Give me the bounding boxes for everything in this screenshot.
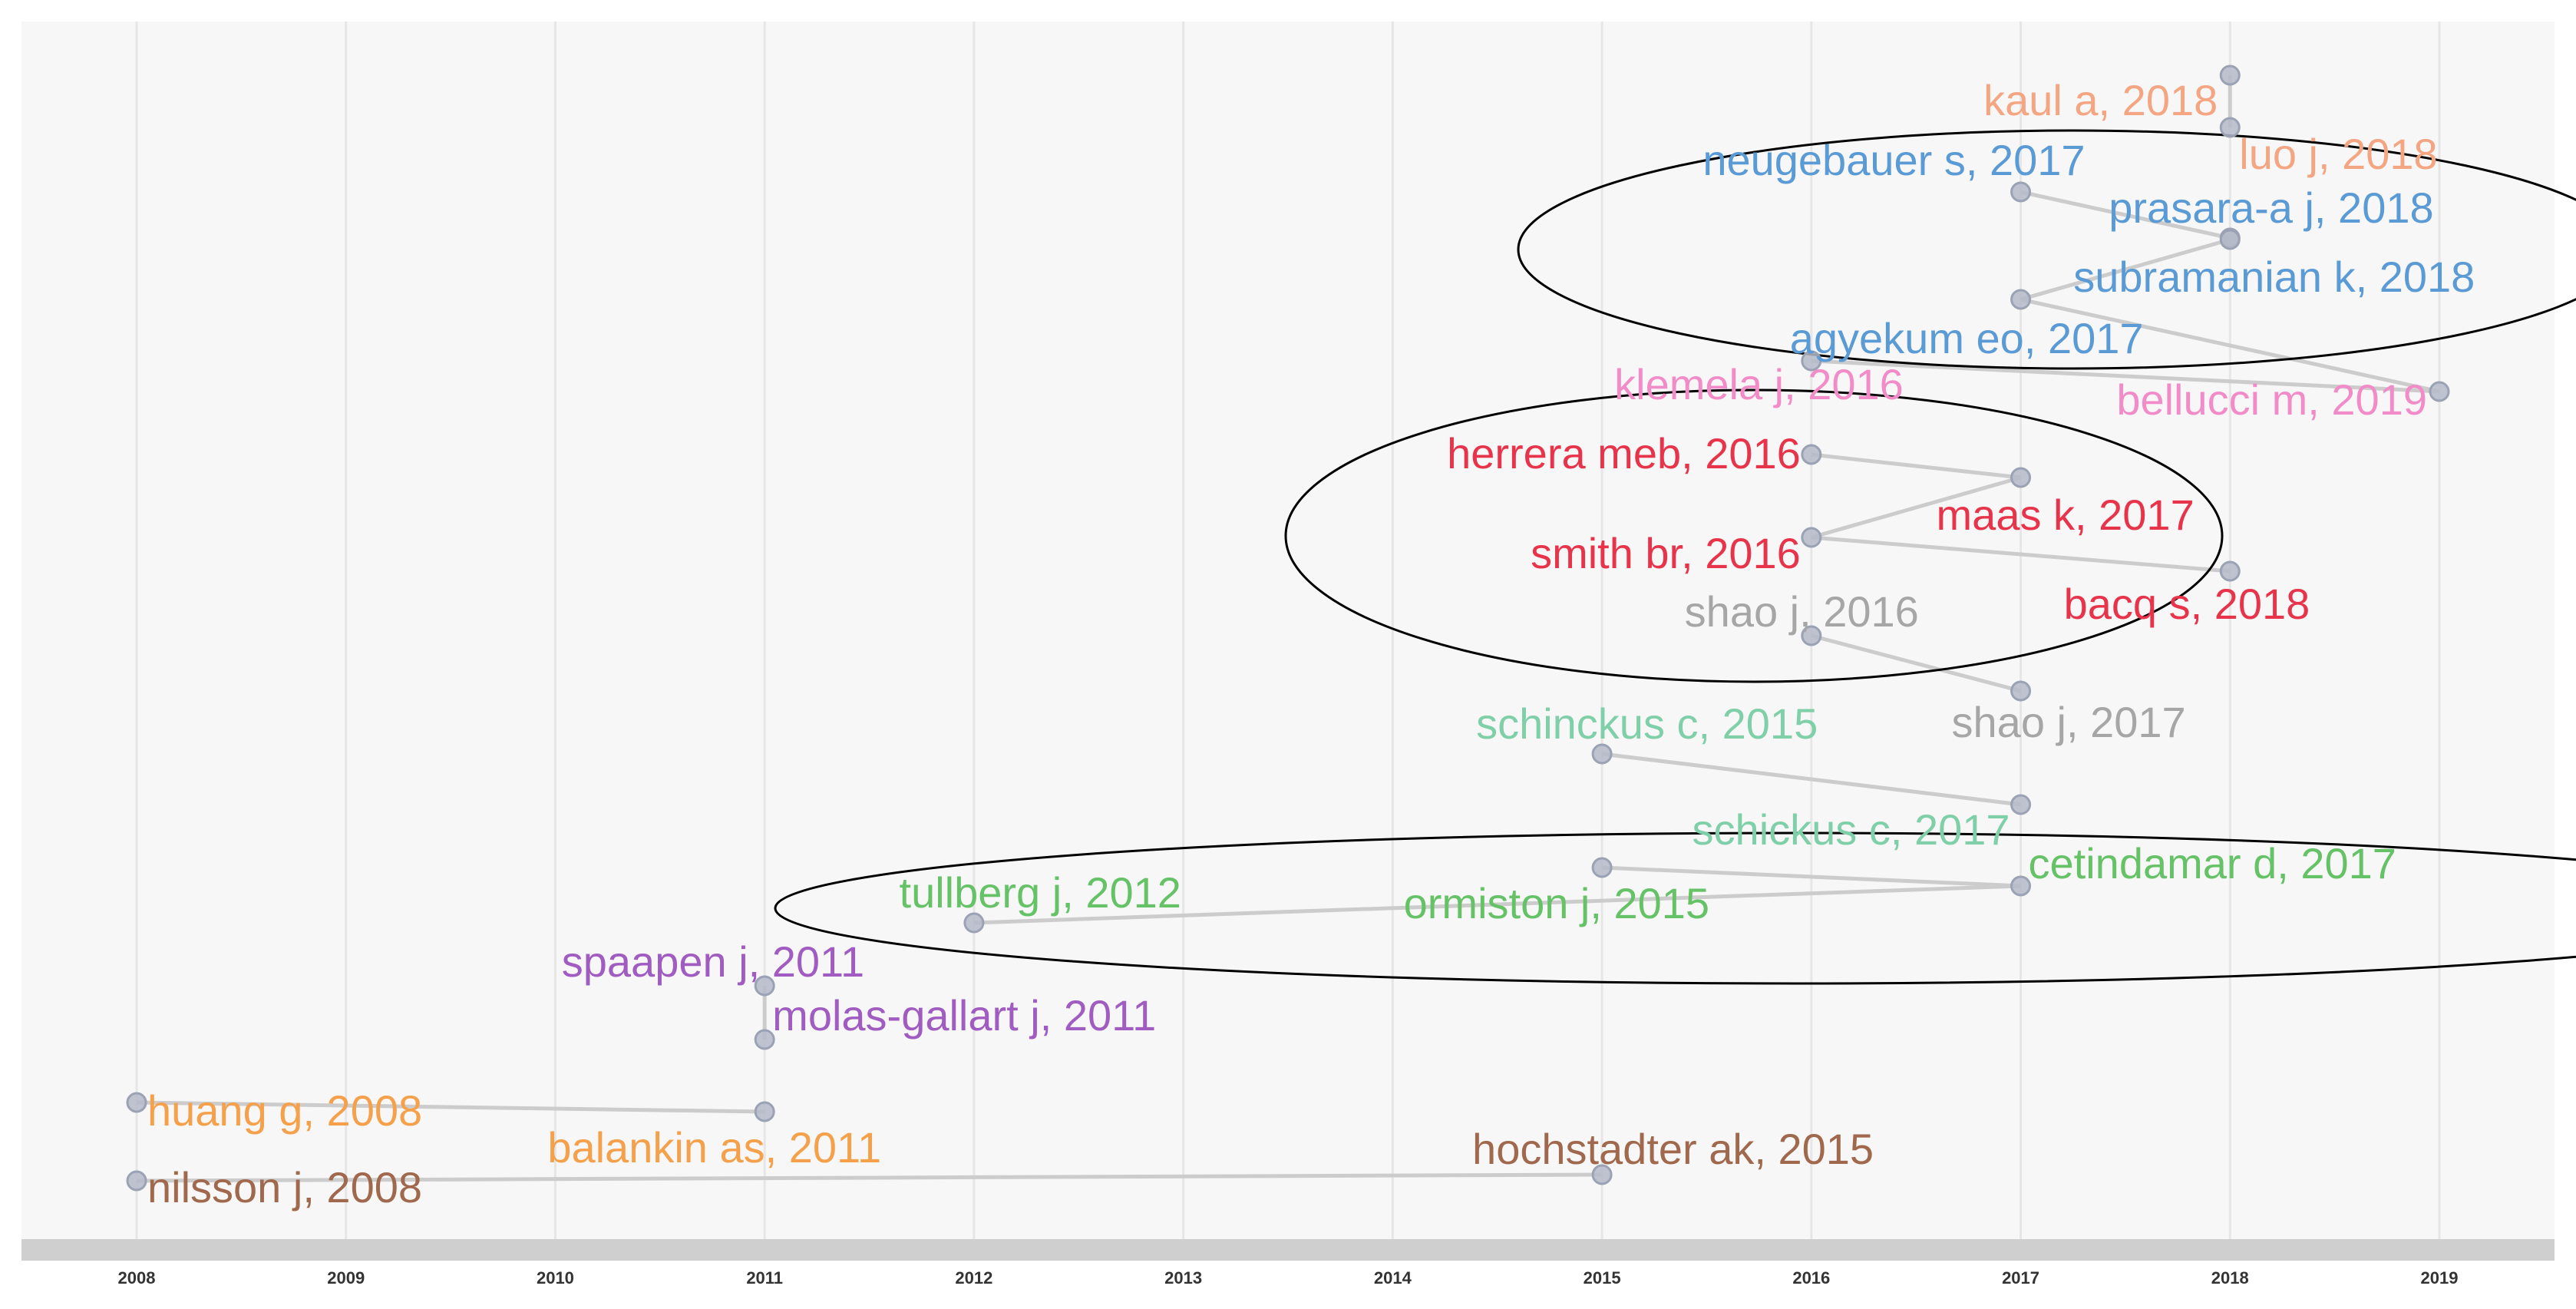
label-shao-j-2016: shao j, 2016 — [1685, 587, 1919, 636]
label-ormiston-j-2015: ormiston j, 2015 — [1404, 879, 1709, 927]
label-herrera-meb-2016: herrera meb, 2016 — [1447, 429, 1801, 478]
x-tick-label-2011: 2011 — [746, 1268, 783, 1288]
highlight-ellipses — [774, 129, 2576, 985]
x-tick-label-2008: 2008 — [118, 1268, 156, 1288]
paper-labels: kaul a, 2018 luo j, 2018 neugebauer s, 201… — [147, 76, 2475, 1211]
edge-huang-g-2008-to-balankin-as-2011 — [136, 1100, 765, 1114]
node-schickus-c-2017[interactable] — [2010, 794, 2032, 815]
edge-herrera-meb-2016-to-maas-k-2017 — [1811, 452, 2021, 480]
node-cetindamar-d-2017[interactable] — [2010, 875, 2032, 897]
node-nilsson-j-2008[interactable] — [126, 1170, 147, 1192]
node-agyekum-eo-2017[interactable] — [2010, 289, 2032, 310]
label-schickus-c-2017: schickus c, 2017 — [1693, 805, 2010, 854]
label-tullberg-j-2012: tullberg j, 2012 — [900, 868, 1181, 917]
x-tick-label-2009: 2009 — [327, 1268, 365, 1288]
label-cetindamar-d-2017: cetindamar d, 2017 — [2029, 839, 2396, 888]
label-prasara-a-j-2018: prasara-a j, 2018 — [2109, 183, 2433, 232]
highlight-ellipse-3 — [774, 831, 2576, 985]
label-bacq-s-2018: bacq s, 2018 — [2064, 580, 2310, 628]
node-ormiston-j-2015[interactable] — [1591, 857, 1613, 878]
node-molas-gallart-j-2011[interactable] — [754, 1029, 775, 1050]
node-bellucci-m-2019[interactable] — [2429, 381, 2450, 402]
edge-shao-j-2016-to-shao-j-2017 — [1811, 633, 2022, 693]
node-kaul-a-2018[interactable] — [2219, 64, 2241, 86]
node-herrera-meb-2016[interactable] — [1801, 444, 1822, 465]
edge-smith-br-2016-to-bacq-s-2018 — [1811, 535, 2231, 574]
x-axis-ticks: 2008 2009 2010 2011 2012 2013 2014 2015 2016 2017… — [118, 1268, 2459, 1288]
edge-agyekum-eo-2017-to-bellucci-m-2019 — [2020, 297, 2440, 394]
node-hochstadter-ak-2015[interactable] — [1591, 1164, 1613, 1185]
x-tick-label-2014: 2014 — [1374, 1268, 1412, 1288]
label-maas-k-2017: maas k, 2017 — [1937, 491, 2195, 539]
node-smith-br-2016[interactable] — [1801, 527, 1822, 548]
grid-lines — [135, 21, 2441, 1239]
citation-edges — [136, 75, 2440, 1183]
node-shao-j-2016[interactable] — [1801, 625, 1822, 646]
edge-schinckus-c-2015-to-schickus-c-2017 — [1601, 752, 2021, 807]
paper-nodes — [126, 64, 2450, 1192]
label-neugebauer-s-2017: neugebauer s, 2017 — [1702, 136, 2085, 184]
node-schinckus-c-2015[interactable] — [1591, 743, 1613, 765]
x-tick-label-2017: 2017 — [2002, 1268, 2039, 1288]
node-neugebauer-s-2017[interactable] — [2010, 181, 2032, 203]
highlight-ellipse-1 — [1517, 129, 2576, 370]
node-luo-j-2018[interactable] — [2219, 117, 2241, 138]
label-spaapen-j-2011: spaapen j, 2011 — [562, 937, 864, 986]
x-tick-label-2015: 2015 — [1584, 1268, 1621, 1288]
label-schinckus-c-2015: schinckus c, 2015 — [1476, 699, 1818, 748]
edge-nilsson-j-2008-to-hochstadter-ak-2015 — [136, 1172, 1603, 1183]
x-tick-label-2012: 2012 — [955, 1268, 992, 1288]
edge-ormiston-j-2015-to-cetindamar-d-2017 — [1601, 865, 2021, 888]
node-maas-k-2017[interactable] — [2010, 467, 2032, 488]
label-kaul-a-2018: kaul a, 2018 — [1983, 76, 2218, 124]
label-smith-br-2016: smith br, 2016 — [1531, 529, 1801, 577]
label-agyekum-eo-2017: agyekum eo, 2017 — [1790, 314, 2144, 362]
label-klemela-j-2016: klemela j, 2016 — [1614, 360, 1904, 408]
node-balankin-as-2011[interactable] — [754, 1101, 775, 1122]
label-luo-j-2018: luo j, 2018 — [2239, 130, 2437, 178]
x-tick-label-2010: 2010 — [537, 1268, 574, 1288]
x-tick-label-2016: 2016 — [1792, 1268, 1830, 1288]
label-molas-gallart-j-2011: molas-gallart j, 2011 — [772, 991, 1156, 1040]
label-nilsson-j-2008: nilsson j, 2008 — [147, 1163, 422, 1211]
edge-klemela-j-2016-to-bellucci-m-2019 — [1811, 359, 2440, 394]
label-subramanian-k-2018: subramanian k, 2018 — [2073, 253, 2475, 301]
edge-maas-k-2017-to-smith-br-2016 — [1811, 475, 2022, 540]
label-hochstadter-ak-2015: hochstadter ak, 2015 — [1472, 1125, 1874, 1173]
highlight-ellipse-2 — [1284, 388, 2224, 683]
node-shao-j-2017[interactable] — [2010, 680, 2032, 702]
x-tick-label-2013: 2013 — [1164, 1268, 1202, 1288]
label-huang-g-2008: huang g, 2008 — [147, 1086, 422, 1135]
node-spaapen-j-2011[interactable] — [754, 975, 775, 997]
x-tick-label-2018: 2018 — [2211, 1268, 2249, 1288]
x-axis-band — [21, 1239, 2555, 1261]
label-balankin-as-2011: balankin as, 2011 — [547, 1123, 881, 1172]
edge-neugebauer-s-2017-to-prasara-a-j-2018 — [2020, 190, 2231, 240]
node-klemela-j-2016[interactable] — [1801, 350, 1822, 372]
plot-background — [21, 21, 2555, 1239]
x-tick-label-2019: 2019 — [2421, 1268, 2459, 1288]
node-huang-g-2008[interactable] — [126, 1092, 147, 1113]
edge-subramanian-k-2018-to-agyekum-eo-2017 — [2020, 237, 2231, 302]
label-bellucci-m-2019: bellucci m, 2019 — [2116, 375, 2427, 424]
label-shao-j-2017: shao j, 2017 — [1952, 698, 2186, 746]
node-subramanian-k-2018[interactable] — [2219, 229, 2241, 250]
node-bacq-s-2018[interactable] — [2219, 560, 2241, 582]
node-tullberg-j-2012[interactable] — [963, 912, 985, 934]
edge-tullberg-j-2012-to-cetindamar-d-2017 — [973, 884, 2021, 925]
